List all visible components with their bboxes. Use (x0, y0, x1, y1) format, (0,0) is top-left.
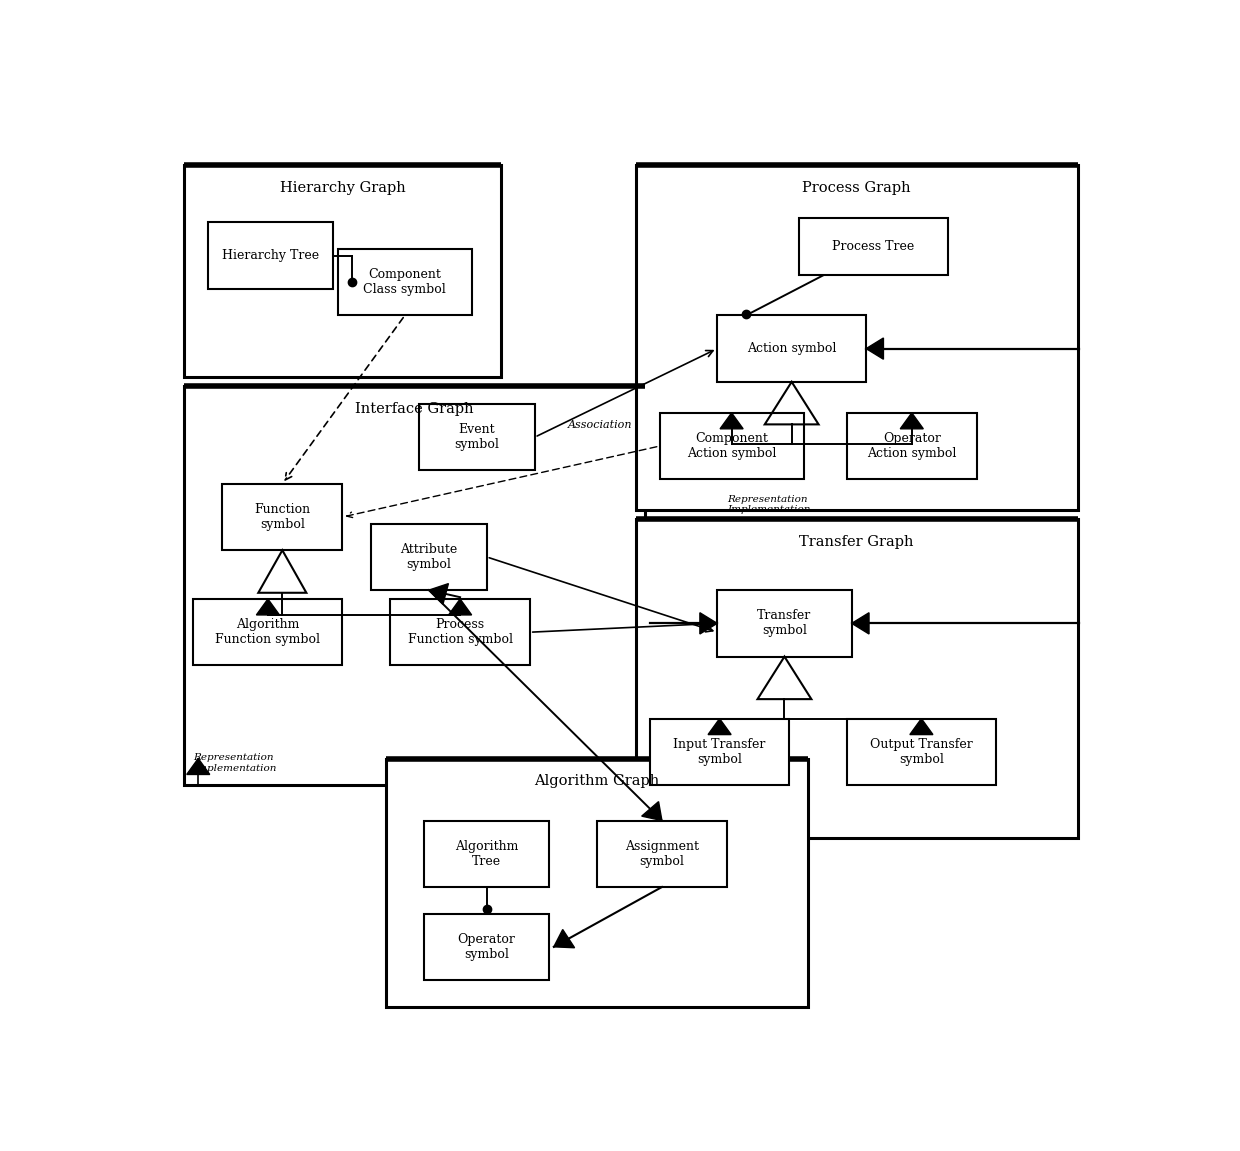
Bar (424, 914, 549, 981)
Text: Event
symbol: Event symbol (455, 424, 500, 451)
Bar (717, 315, 866, 382)
Polygon shape (720, 413, 743, 429)
Text: Output Transfer
symbol: Output Transfer symbol (870, 738, 972, 765)
Text: Hierarchy Tree: Hierarchy Tree (222, 249, 319, 262)
Bar (799, 218, 947, 275)
Text: Input Transfer
symbol: Input Transfer symbol (673, 738, 766, 765)
Bar (391, 599, 529, 665)
Bar (193, 599, 342, 665)
Text: Interface Graph: Interface Graph (355, 402, 474, 417)
Polygon shape (429, 584, 449, 604)
Polygon shape (708, 718, 732, 734)
Bar (184, 387, 645, 785)
Text: Assignment
symbol: Assignment symbol (625, 840, 699, 868)
Bar (847, 413, 977, 479)
Text: Process Tree: Process Tree (832, 241, 914, 253)
Bar (717, 590, 852, 656)
Bar (184, 165, 501, 378)
Polygon shape (641, 801, 662, 821)
Text: Algorithm
Function symbol: Algorithm Function symbol (216, 618, 320, 646)
Text: Process
Function symbol: Process Function symbol (408, 618, 512, 646)
Text: Transfer Graph: Transfer Graph (800, 535, 914, 549)
Bar (596, 821, 727, 887)
Text: Component
Action symbol: Component Action symbol (687, 432, 776, 460)
Bar (660, 413, 804, 479)
Bar (386, 759, 808, 1007)
Polygon shape (900, 413, 924, 429)
Text: Algorithm Graph: Algorithm Graph (534, 775, 660, 788)
Bar (222, 483, 342, 550)
Text: Operator
symbol: Operator symbol (458, 932, 516, 961)
Text: Algorithm
Tree: Algorithm Tree (455, 840, 518, 868)
Bar (419, 404, 534, 471)
Text: Attribute
symbol: Attribute symbol (401, 543, 458, 571)
Polygon shape (866, 338, 883, 359)
Polygon shape (257, 599, 279, 615)
Text: Function
symbol: Function symbol (254, 503, 310, 531)
Text: Action symbol: Action symbol (746, 342, 836, 356)
Bar (635, 519, 1078, 838)
Polygon shape (699, 612, 717, 634)
Text: Transfer
symbol: Transfer symbol (758, 609, 812, 638)
Text: Process Graph: Process Graph (802, 181, 911, 195)
Polygon shape (852, 612, 869, 634)
Bar (635, 165, 1078, 510)
Text: Representation
Implementation: Representation Implementation (193, 753, 277, 772)
Text: Operator
Action symbol: Operator Action symbol (867, 432, 956, 460)
Polygon shape (187, 759, 210, 775)
Polygon shape (910, 718, 932, 734)
Text: Hierarchy Graph: Hierarchy Graph (279, 181, 405, 195)
Bar (337, 249, 472, 315)
Polygon shape (449, 599, 471, 615)
Text: Representation
Implementation: Representation Implementation (727, 495, 810, 514)
Bar (650, 718, 789, 785)
Text: Association: Association (568, 420, 632, 430)
Bar (847, 718, 996, 785)
Polygon shape (554, 930, 574, 947)
Bar (371, 524, 486, 590)
Bar (208, 222, 332, 289)
Text: Component
Class symbol: Component Class symbol (363, 268, 446, 296)
Bar (424, 821, 549, 887)
